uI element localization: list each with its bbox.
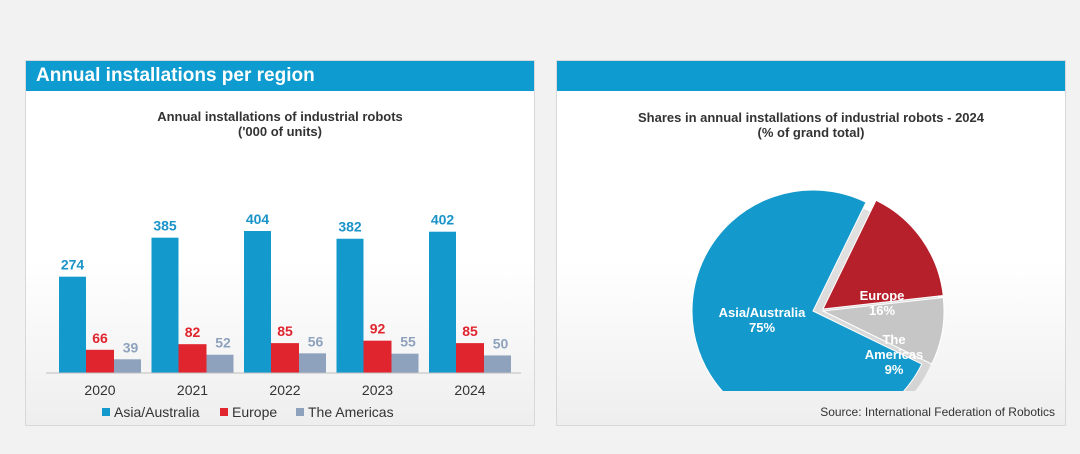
x-tick-label-2021: 2021	[177, 382, 208, 398]
legend-label-europe: Europe	[232, 404, 277, 420]
bar-the-americas-2020	[114, 359, 141, 373]
x-tick-label-2022: 2022	[269, 382, 300, 398]
data-label-asia-australia-2022: 404	[246, 211, 270, 227]
data-label-europe-2023: 92	[370, 321, 386, 337]
x-tick-label-2024: 2024	[454, 382, 485, 398]
bar-the-americas-2024	[484, 355, 511, 373]
bar-europe-2023	[363, 340, 392, 373]
bar-europe-2020	[86, 349, 114, 373]
pie-slice-the-americas	[821, 296, 945, 365]
data-label-asia-australia-2024: 402	[431, 212, 455, 228]
bar-asia-australia-2022	[244, 231, 271, 373]
bar-the-americas-2023	[391, 353, 419, 373]
data-label-the-americas-2022: 56	[308, 333, 324, 349]
legend-label-asia-australia: Asia/Australia	[114, 404, 200, 420]
data-label-asia-australia-2021: 385	[153, 218, 177, 234]
bar-asia-australia-2024	[429, 231, 456, 373]
data-label-asia-australia-2020: 274	[61, 257, 85, 273]
regional-installations-panel: Annual installations per region Annual i…	[25, 60, 535, 426]
legend-swatch-the-americas	[296, 408, 304, 416]
x-tick-label-2020: 2020	[84, 382, 115, 398]
pie-chart-subtitle: (% of grand total)	[757, 125, 865, 140]
regional-shares-panel: Shares in annual installations of indust…	[556, 60, 1066, 426]
panel-header: Annual installations per region	[26, 61, 534, 91]
bar-chart-subtitle: ('000 of units)	[238, 124, 322, 139]
bar-asia-australia-2020	[59, 276, 86, 373]
data-label-europe-2024: 85	[462, 323, 478, 339]
bar-europe-2021	[178, 344, 207, 373]
data-label-asia-australia-2023: 382	[338, 219, 362, 235]
bar-the-americas-2021	[206, 354, 234, 373]
data-label-europe-2020: 66	[92, 330, 108, 346]
pie-chart: Asia/Australia 75% Europe 16% The Americas 9%	[691, 189, 945, 391]
bar-asia-australia-2021	[151, 237, 179, 373]
data-label-the-americas-2021: 52	[215, 335, 231, 351]
pie-label-asia-australia: Asia/Australia 75%	[719, 305, 806, 335]
bar-chart-title: Annual installations of industrial robot…	[157, 109, 403, 124]
pie-slice-asia-australia	[691, 189, 923, 391]
bar-europe-2022	[271, 343, 299, 373]
legend-swatch-europe	[220, 408, 228, 416]
pie-chart-title: Shares in annual installations of indust…	[637, 110, 985, 125]
legend-label-the-americas: The Americas	[308, 404, 394, 420]
bar-the-americas-2022	[299, 353, 326, 373]
x-tick-label-2023: 2023	[362, 382, 393, 398]
bar-asia-australia-2023	[336, 238, 364, 373]
data-label-the-americas-2024: 50	[493, 335, 509, 351]
pie-slice-europe	[822, 199, 944, 310]
pie-label-europe: Europe 16%	[860, 288, 905, 318]
data-label-europe-2021: 82	[185, 324, 201, 340]
legend-swatch-asia-australia	[102, 408, 110, 416]
data-label-the-americas-2023: 55	[400, 334, 416, 350]
bar-chart: 274 66 39 2020 385 82 52 2021 404 85 56 2022 382 92 55…	[46, 211, 521, 420]
bar-europe-2024	[456, 343, 484, 373]
pie-label-the-americas: The Americas 9%	[865, 332, 924, 377]
data-label-the-americas-2020: 39	[123, 339, 139, 355]
data-label-europe-2022: 85	[277, 323, 293, 339]
panel-header	[557, 61, 1065, 91]
source-note: Source: International Federation of Robo…	[820, 405, 1055, 419]
